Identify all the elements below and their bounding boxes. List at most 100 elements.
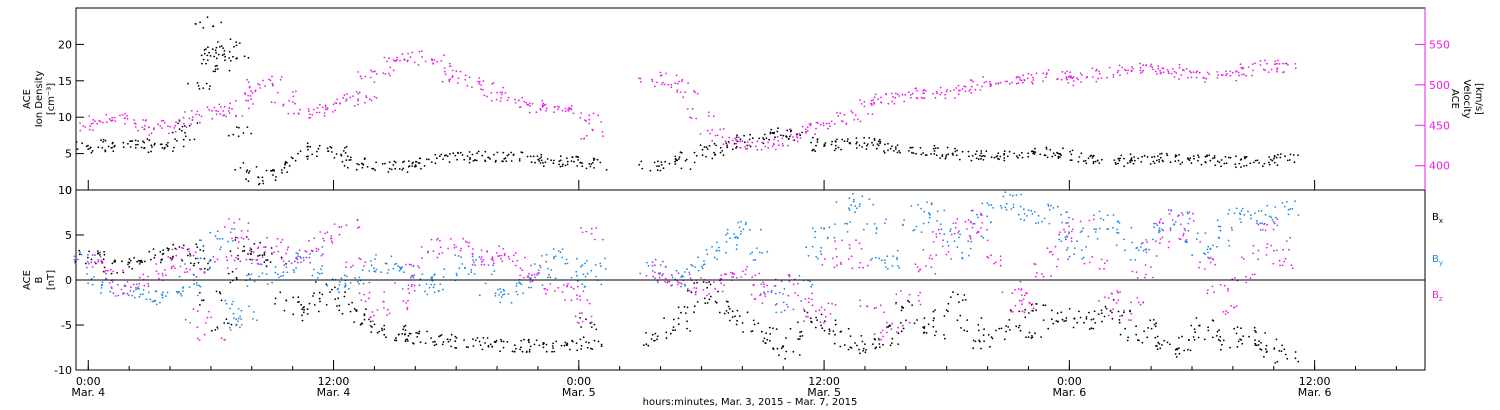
data-point bbox=[661, 83, 663, 86]
data-point bbox=[297, 252, 299, 255]
data-point bbox=[430, 337, 432, 339]
data-point bbox=[859, 203, 861, 206]
data-point bbox=[1142, 64, 1145, 67]
data-point bbox=[219, 248, 222, 251]
data-point bbox=[1145, 64, 1148, 66]
data-point bbox=[1256, 222, 1258, 225]
data-point bbox=[672, 318, 675, 321]
data-point bbox=[522, 277, 525, 279]
bottom-left-tick-label: -5 bbox=[61, 319, 72, 332]
data-point bbox=[735, 235, 737, 238]
data-point bbox=[1068, 225, 1070, 228]
data-point bbox=[500, 97, 502, 99]
data-point bbox=[336, 305, 338, 307]
data-point bbox=[309, 253, 311, 255]
data-point bbox=[592, 161, 594, 164]
data-point bbox=[1117, 232, 1120, 234]
data-point bbox=[843, 344, 846, 346]
data-point bbox=[1200, 163, 1203, 166]
data-point bbox=[815, 144, 817, 147]
data-point bbox=[586, 272, 589, 275]
data-point bbox=[101, 147, 104, 149]
data-point bbox=[144, 124, 146, 127]
data-point bbox=[1190, 71, 1192, 74]
data-point bbox=[412, 342, 414, 344]
data-point bbox=[693, 90, 695, 92]
data-point bbox=[798, 354, 801, 356]
data-point bbox=[184, 135, 187, 138]
data-point bbox=[266, 236, 268, 239]
data-point bbox=[351, 301, 353, 304]
data-point bbox=[974, 88, 977, 91]
data-point bbox=[898, 150, 900, 152]
data-point bbox=[1019, 78, 1022, 81]
data-point bbox=[542, 165, 545, 168]
data-point bbox=[252, 318, 254, 320]
data-point bbox=[852, 192, 854, 195]
data-point bbox=[319, 231, 322, 233]
data-point bbox=[900, 309, 903, 312]
data-point bbox=[1238, 212, 1241, 215]
data-point bbox=[1135, 271, 1138, 274]
data-point bbox=[1243, 165, 1245, 167]
data-point bbox=[521, 151, 524, 154]
data-point bbox=[564, 164, 567, 167]
data-point bbox=[1130, 312, 1133, 315]
data-point bbox=[744, 273, 747, 276]
data-point bbox=[199, 257, 202, 260]
data-point bbox=[593, 339, 596, 342]
data-point bbox=[963, 294, 966, 296]
data-point bbox=[721, 290, 724, 293]
data-point bbox=[1047, 205, 1050, 207]
data-point bbox=[390, 168, 393, 171]
data-point bbox=[369, 260, 372, 262]
data-point bbox=[955, 87, 958, 89]
data-point bbox=[891, 100, 893, 103]
data-point bbox=[1190, 162, 1193, 165]
data-point bbox=[294, 159, 297, 162]
data-point bbox=[1095, 68, 1098, 71]
data-point bbox=[524, 256, 526, 259]
data-point bbox=[1273, 155, 1276, 158]
data-point bbox=[1189, 70, 1191, 73]
data-point bbox=[252, 251, 255, 254]
data-point bbox=[713, 142, 716, 145]
data-point bbox=[720, 274, 723, 277]
data-point bbox=[1156, 73, 1158, 75]
data-point bbox=[1088, 328, 1091, 330]
data-point bbox=[312, 108, 315, 111]
data-point bbox=[808, 297, 810, 300]
data-point bbox=[1117, 220, 1120, 223]
data-point bbox=[1117, 157, 1120, 160]
data-point bbox=[839, 261, 842, 264]
data-point bbox=[990, 204, 993, 206]
data-point bbox=[196, 82, 199, 84]
data-point bbox=[1060, 240, 1063, 243]
data-point bbox=[1150, 327, 1153, 330]
data-point bbox=[1157, 341, 1160, 344]
data-point bbox=[1203, 77, 1206, 79]
data-point bbox=[866, 305, 868, 308]
data-point bbox=[918, 269, 921, 271]
data-point bbox=[152, 248, 155, 251]
data-point bbox=[952, 222, 955, 225]
data-point bbox=[1072, 326, 1075, 329]
data-point bbox=[211, 117, 214, 120]
data-point bbox=[502, 248, 505, 250]
data-point bbox=[859, 99, 861, 101]
data-point bbox=[1032, 152, 1034, 155]
data-point bbox=[526, 276, 529, 278]
data-point bbox=[1279, 264, 1281, 267]
data-point bbox=[433, 344, 436, 347]
data-point bbox=[827, 127, 829, 130]
data-point bbox=[246, 229, 249, 232]
data-point bbox=[444, 73, 447, 76]
data-point bbox=[261, 272, 264, 275]
data-point bbox=[225, 256, 228, 258]
data-point bbox=[696, 92, 699, 95]
data-point bbox=[885, 321, 888, 324]
data-point bbox=[674, 163, 677, 166]
data-point bbox=[535, 111, 538, 114]
data-point bbox=[1183, 227, 1186, 230]
data-point bbox=[936, 210, 939, 213]
